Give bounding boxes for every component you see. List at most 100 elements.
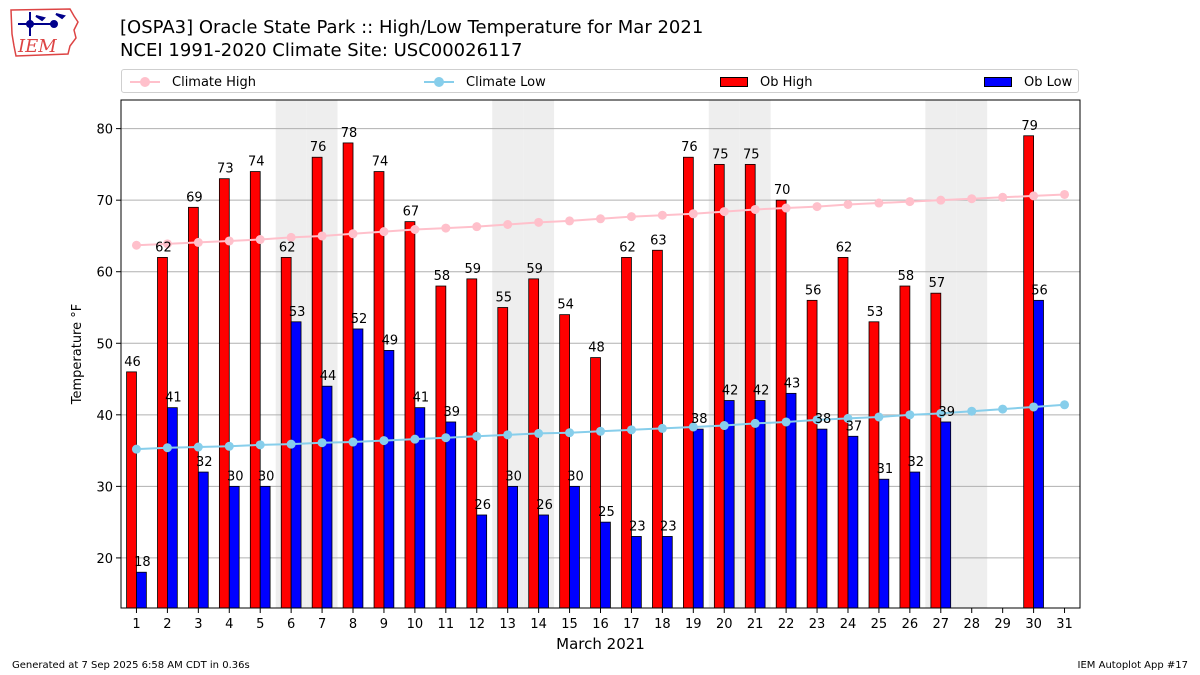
y-tick-label-20: 20 [96,552,113,567]
ob-high-label-22: 70 [774,183,791,198]
x-tick-label-11: 11 [438,617,455,632]
ob-high-bar-12 [466,278,478,609]
x-tick-label-16: 16 [592,617,609,632]
x-tick-label-31: 31 [1056,617,1073,632]
climate-low-point-8 [348,437,358,447]
climate-high-point-24 [843,199,853,209]
climate-high-point-20 [719,207,729,217]
climate-high-point-12 [472,222,482,232]
ob-high-label-1: 46 [124,355,141,370]
climate-low-point-19 [688,422,698,432]
climate-high-point-19 [688,209,698,219]
legend-climate-high: Climate High [130,70,256,94]
ob-high-swatch [720,77,748,87]
ob-low-label-18: 23 [660,519,677,534]
ob-high-label-9: 74 [372,155,389,170]
footer-app: IEM Autoplot App #17 [1077,660,1188,671]
ob-high-label-16: 48 [588,341,605,356]
ob-low-bar-2 [167,407,178,609]
climate-low-point-2 [162,443,172,453]
climate-low-point-6 [286,439,296,449]
climate-low-point-27 [936,408,946,418]
climate-high-point-9 [379,227,389,237]
ob-low-label-21: 42 [753,384,770,399]
ob-high-label-19: 76 [681,140,698,155]
x-tick-label-13: 13 [499,617,516,632]
ob-high-bar-2 [157,257,168,609]
climate-low-point-16 [596,426,605,436]
ob-high-label-11: 58 [434,269,451,284]
x-tick-label-6: 6 [287,617,295,632]
ob-low-bar-13 [507,485,518,609]
climate-low-point-18 [657,423,667,433]
climate-high-point-30 [1029,191,1039,201]
climate-low-point-21 [750,418,760,428]
ob-low-bar-8 [352,328,364,609]
x-tick-label-19: 19 [685,617,702,632]
climate-high-point-21 [750,204,760,214]
ob-low-label-5: 30 [258,469,275,484]
ob-high-label-13: 55 [495,290,512,305]
ob-low-bar-26 [909,471,921,609]
climate-high-point-14 [534,217,544,227]
y-tick-label-60: 60 [96,266,113,281]
climate-low-point-15 [565,428,575,438]
climate-low-point-3 [193,442,203,452]
ob-low-bar-17 [631,536,642,609]
ob-high-label-21: 75 [743,147,760,162]
ob-low-label-7: 44 [320,369,337,384]
ob-high-bar-8 [342,142,354,609]
ob-high-label-27: 57 [929,276,946,291]
climate-high-point-22 [781,203,791,213]
x-axis-label: March 2021 [556,635,645,653]
x-tick-label-2: 2 [163,617,171,632]
climate-low-point-9 [379,436,389,446]
ob-low-bar-30 [1033,299,1044,609]
x-tick-label-30: 30 [1025,617,1042,632]
ob-high-bar-23 [806,299,818,609]
ob-low-bar-12 [476,514,488,609]
ob-low-bar-4 [228,485,240,609]
ob-low-label-27: 39 [938,405,955,420]
climate-low-point-28 [967,406,977,416]
climate-low-swatch [424,77,454,87]
ob-low-label-2: 41 [165,391,182,406]
x-tick-label-21: 21 [747,617,764,632]
x-tick-label-18: 18 [654,617,671,632]
climate-high-point-29 [998,192,1008,202]
ob-low-bar-15 [569,485,580,609]
ob-high-label-12: 59 [465,262,482,277]
x-tick-label-27: 27 [933,617,950,632]
climate-high-point-8 [348,229,358,239]
legend: Climate High Climate Low Ob High Ob Low [121,69,1079,93]
ob-low-label-1: 18 [134,555,151,570]
ob-high-bar-11 [435,285,447,609]
ob-high-bar-9 [373,171,385,609]
legend-ob-low: Ob Low [984,70,1072,94]
ob-low-bar-21 [754,400,766,609]
climate-low-point-10 [410,434,420,444]
ob-high-label-18: 63 [650,233,667,248]
climate-low-point-5 [255,440,265,450]
weather-station-icon [18,12,66,36]
ob-low-label-17: 23 [629,519,646,534]
x-tick-label-9: 9 [380,617,388,632]
x-tick-label-10: 10 [407,617,424,632]
ob-low-label-13: 30 [505,469,522,484]
climate-high-point-31 [1060,189,1070,199]
climate-high-point-17 [626,212,636,222]
climate-high-point-1 [131,240,141,250]
x-tick-label-3: 3 [194,617,202,632]
iem-logo: IEM [10,8,79,57]
climate-high-point-3 [193,237,203,247]
ob-high-bar-15 [559,314,570,609]
legend-climate-high-label: Climate High [172,74,257,90]
climate-high-point-28 [967,194,977,204]
ob-high-label-8: 78 [341,126,358,141]
ob-low-label-15: 30 [567,469,584,484]
climate-low-point-11 [441,433,451,443]
climate-high-point-16 [596,214,605,224]
ob-low-bar-5 [259,485,271,609]
climate-high-point-25 [874,198,884,208]
legend-climate-low-label: Climate Low [466,74,546,90]
